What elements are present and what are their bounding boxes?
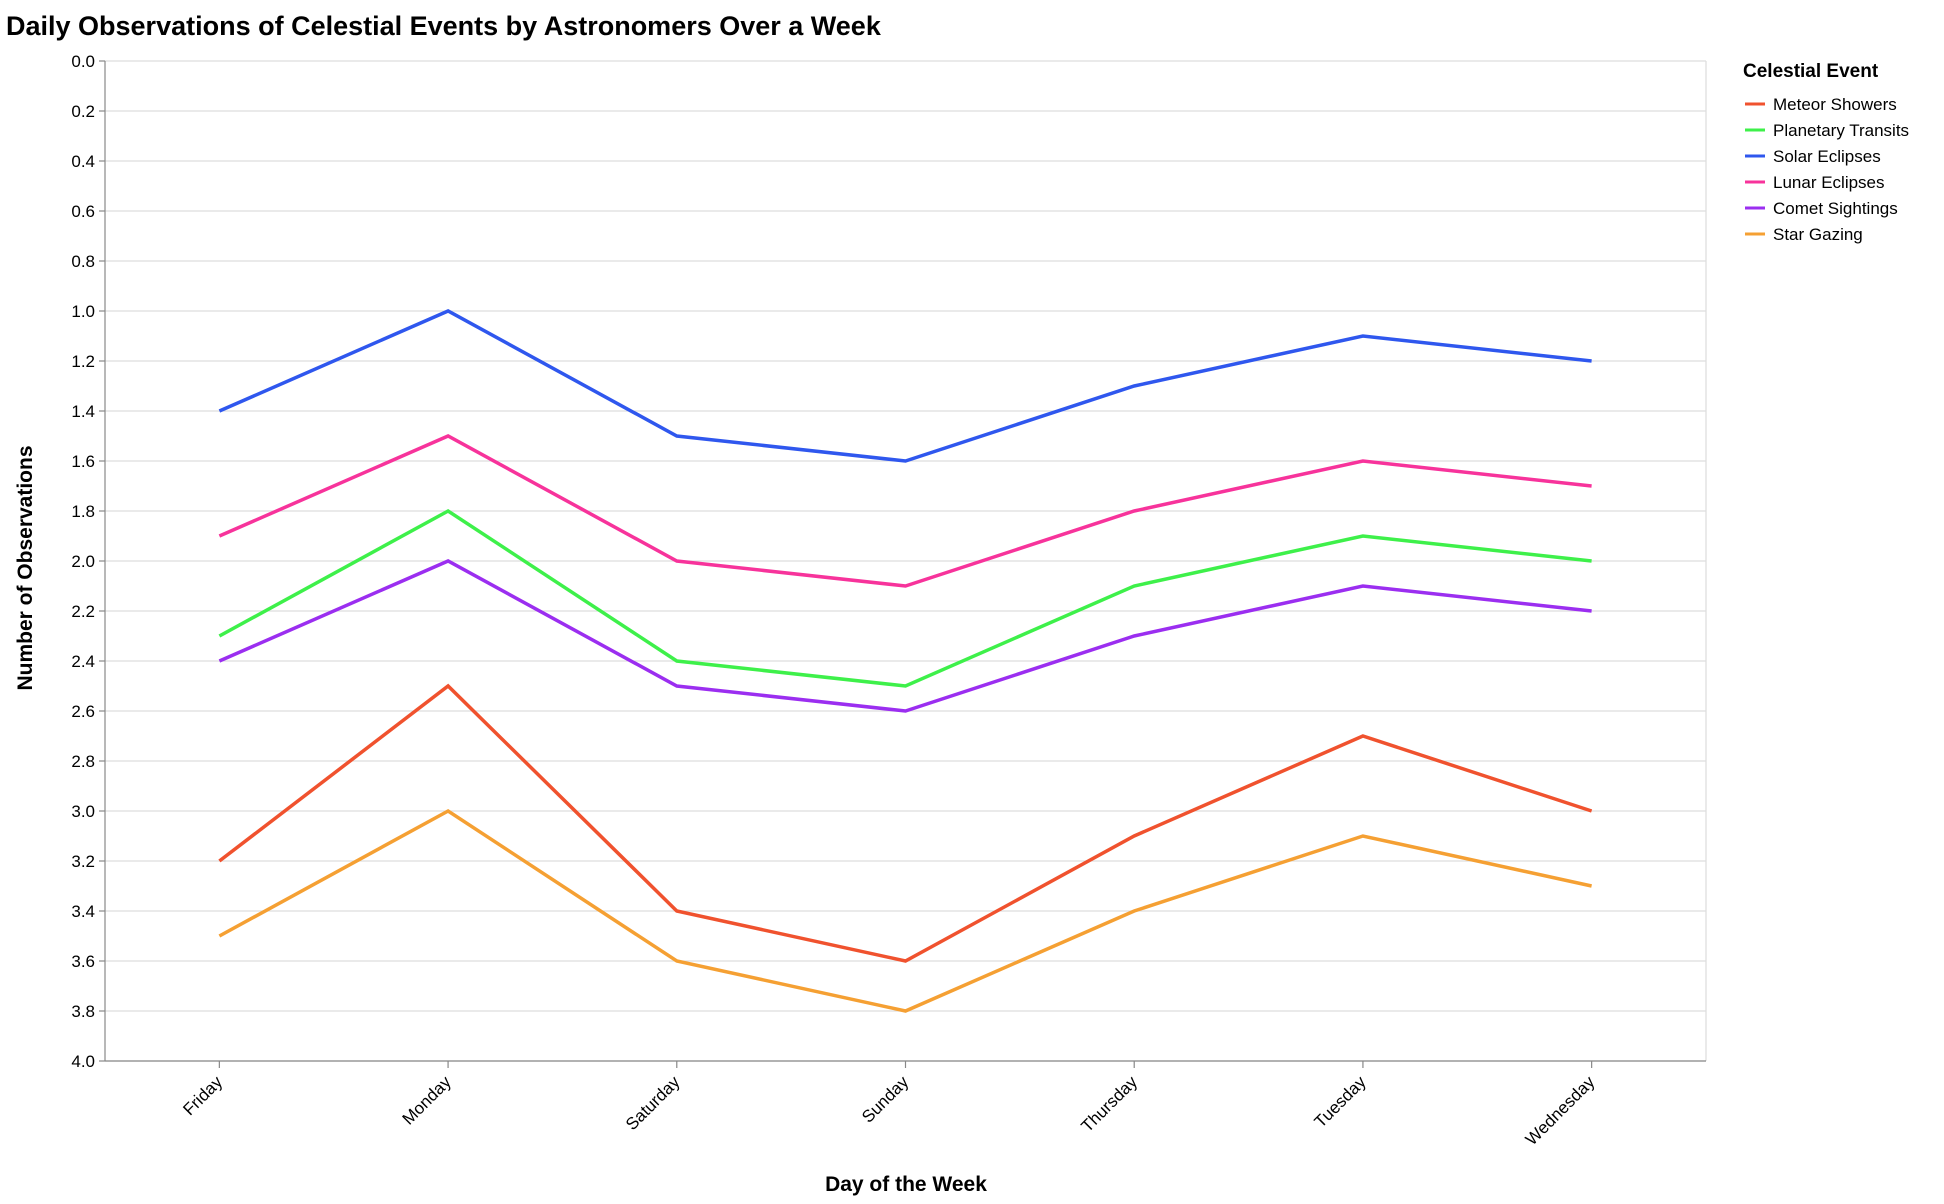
y-tick-label: 0.0 [71,52,95,71]
y-tick-label: 1.0 [71,302,95,321]
y-tick-label: 2.4 [71,652,95,671]
x-tick-label: Wednesday [1522,1072,1599,1149]
y-axis: 0.0 0.2 0.4 0.6 0.8 1.0 1.2 1.4 1.6 1.8 2.0 2.2 2.4 2… [71,52,106,1071]
y-axis-title: Number of Observations [14,445,37,690]
y-tick-label: 2.6 [71,702,95,721]
y-tick-label: 1.2 [71,352,95,371]
y-tick-label: 1.4 [71,402,95,421]
series-line-lunar-eclipses [218,434,1592,588]
legend-entry-label: Planetary Transits [1773,121,1909,140]
x-axis: Friday Monday Saturday Sunday Thursday Tuesda… [105,1060,1706,1149]
x-tick-label: Saturday [622,1072,684,1134]
series-lines [218,309,1593,1013]
y-tick-label: 3.4 [71,902,95,921]
legend-entry-label: Lunar Eclipses [1773,173,1885,192]
legend: Celestial Event Meteor Showers Planetary … [1743,61,1909,244]
series-line-planetary-transits [218,508,1592,688]
y-tick-label: 4.0 [71,1052,95,1071]
y-tick-label: 2.8 [71,752,95,771]
legend-entry-label: Meteor Showers [1773,95,1897,114]
x-axis-title: Day of the Week [825,1173,987,1196]
series-line-star-gazing [218,808,1592,1013]
y-tick-label: 0.2 [71,102,95,121]
series-line-solar-eclipses [218,309,1592,463]
y-tick-label: 2.0 [71,552,95,571]
y-tick-label: 3.2 [71,852,95,871]
series-line-meteor-showers [218,683,1593,963]
y-tick-label: 3.6 [71,952,95,971]
x-tick-label: Friday [179,1072,226,1119]
y-tick-label: 0.4 [71,152,95,171]
y-tick-label: 1.8 [71,502,95,521]
y-tick-label: 1.6 [71,452,95,471]
legend-entry-label: Solar Eclipses [1773,147,1881,166]
y-tick-label: 3.8 [71,1002,95,1021]
plot-area: 0.0 0.2 0.4 0.6 0.8 1.0 1.2 1.4 1.6 1.8 2.0 2.2 2.4 2… [71,52,1707,1149]
chart-title: Daily Observations of Celestial Events b… [6,11,882,41]
legend-entry-label: Comet Sightings [1773,199,1898,218]
y-tick-label: 0.6 [71,202,95,221]
legend-entry-label: Star Gazing [1773,225,1863,244]
x-tick-label: Tuesday [1311,1072,1370,1131]
x-tick-label: Thursday [1077,1072,1141,1136]
x-tick-label: Sunday [858,1072,913,1127]
x-tick-label: Monday [399,1072,456,1129]
y-tick-label: 0.8 [71,252,95,271]
series-line-comet-sightings [218,559,1592,713]
y-tick-label: 3.0 [71,802,95,821]
gridlines [105,60,1707,1062]
y-tick-label: 2.2 [71,602,95,621]
legend-title: Celestial Event [1743,61,1879,82]
